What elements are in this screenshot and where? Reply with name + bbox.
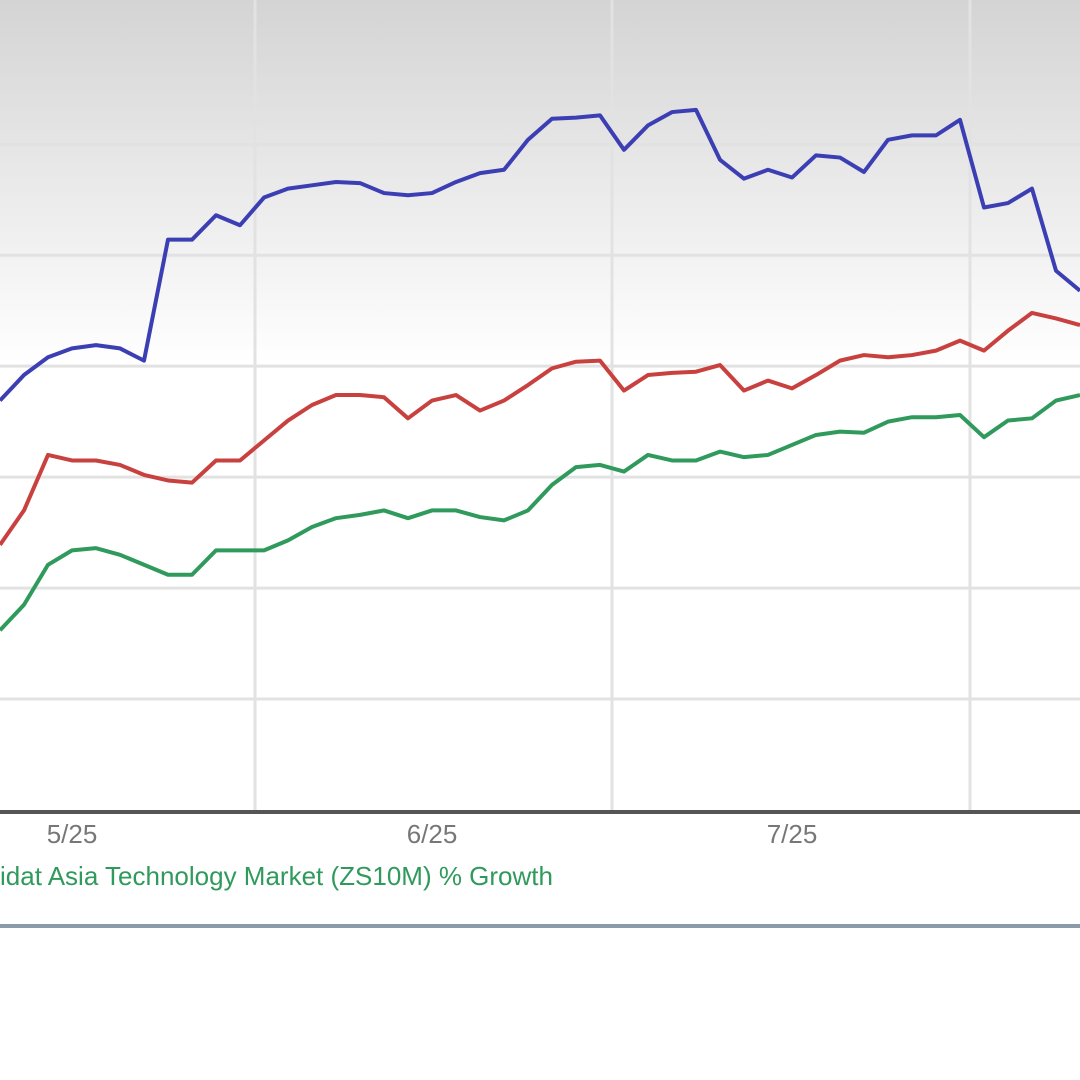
x-tick-label: 7/25 [767,819,818,849]
legend-label: idat Asia Technology Market (ZS10M) % Gr… [0,861,553,891]
plot-background [0,0,1080,810]
x-tick-label: 6/25 [407,819,458,849]
series-line [0,310,1080,546]
series-line [0,107,1080,402]
x-tick-label: 5/25 [47,819,98,849]
series-line [0,393,1080,632]
